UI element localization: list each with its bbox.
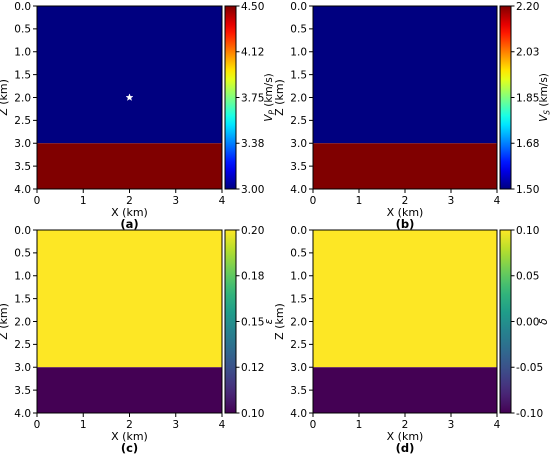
y-tick-label: 3.0 bbox=[14, 362, 31, 374]
colorbar-tick-label: 0.12 bbox=[241, 362, 264, 374]
x-tick-label: 3 bbox=[172, 195, 179, 207]
y-tick-label: 1.5 bbox=[14, 69, 31, 81]
layer-1 bbox=[37, 367, 222, 413]
layer-0 bbox=[313, 230, 497, 367]
y-tick-label: 1.5 bbox=[290, 293, 307, 305]
y-tick-label: 4.0 bbox=[14, 184, 31, 196]
x-tick-label: 1 bbox=[80, 419, 87, 431]
colorbar-tick-label: 2.20 bbox=[516, 1, 539, 13]
colorbar-tick-label: 0.15 bbox=[241, 316, 264, 328]
y-tick-label: 3.5 bbox=[14, 161, 31, 173]
colorbar-label-main: δ bbox=[538, 318, 550, 324]
y-tick-label: 3.5 bbox=[14, 385, 31, 397]
y-tick-label: 4.0 bbox=[290, 184, 307, 196]
colorbar-tick-label: 0.05 bbox=[516, 271, 539, 283]
colorbar-tick-label: 0.10 bbox=[241, 408, 264, 420]
y-tick-label: 3.5 bbox=[290, 385, 307, 397]
colorbar-tick-label: 1.68 bbox=[516, 138, 539, 150]
colorbar-tick-label: 0.20 bbox=[241, 225, 264, 237]
y-tick-label: 3.0 bbox=[14, 138, 31, 150]
x-tick-label: 1 bbox=[356, 195, 363, 207]
x-tick-label: 1 bbox=[80, 195, 87, 207]
colorbar-label-unit: (km/s) bbox=[538, 73, 550, 110]
colorbar-tick-label: 0.10 bbox=[516, 225, 539, 237]
panel-caption: (b) bbox=[396, 217, 415, 231]
y-tick-label: 3.0 bbox=[290, 138, 307, 150]
y-tick-label: 0.0 bbox=[14, 225, 31, 237]
x-tick-label: 3 bbox=[448, 195, 455, 207]
y-tick-label: 0.0 bbox=[290, 1, 307, 13]
panel-caption: (a) bbox=[120, 217, 138, 231]
panel-caption: (d) bbox=[396, 441, 415, 454]
colorbar-tick-label: 2.03 bbox=[516, 47, 539, 59]
y-axis-label: Z (km) bbox=[0, 303, 10, 340]
layer-0 bbox=[37, 230, 222, 367]
x-tick-label: 3 bbox=[448, 419, 455, 431]
y-tick-label: 0.5 bbox=[290, 248, 307, 260]
x-tick-label: 0 bbox=[310, 419, 317, 431]
y-tick-label: 2.5 bbox=[14, 115, 31, 127]
colorbar bbox=[225, 230, 236, 413]
colorbar-label: δ bbox=[538, 318, 550, 324]
colorbar-label: VS (km/s) bbox=[538, 73, 550, 122]
layer-0 bbox=[37, 6, 222, 143]
y-tick-label: 0.0 bbox=[14, 1, 31, 13]
y-tick-label: 1.5 bbox=[14, 293, 31, 305]
colorbar-tick-label: 4.50 bbox=[241, 1, 264, 13]
y-tick-label: 0.0 bbox=[290, 225, 307, 237]
x-tick-label: 0 bbox=[34, 419, 41, 431]
y-tick-label: 2.0 bbox=[290, 92, 307, 104]
x-tick-label: 0 bbox=[34, 195, 41, 207]
y-tick-label: 1.0 bbox=[14, 47, 31, 59]
colorbar bbox=[225, 6, 236, 189]
y-tick-label: 4.0 bbox=[290, 408, 307, 420]
x-tick-label: 4 bbox=[219, 419, 226, 431]
y-tick-label: 1.0 bbox=[14, 271, 31, 283]
x-tick-label: 4 bbox=[219, 195, 226, 207]
y-tick-label: 1.0 bbox=[290, 271, 307, 283]
colorbar-tick-label: 0.00 bbox=[516, 316, 539, 328]
colorbar-tick-label: 1.85 bbox=[516, 92, 539, 104]
y-tick-label: 4.0 bbox=[14, 408, 31, 420]
panel-caption: (c) bbox=[121, 441, 138, 454]
colorbar bbox=[500, 6, 511, 189]
y-tick-label: 2.0 bbox=[14, 316, 31, 328]
x-tick-label: 4 bbox=[494, 419, 501, 431]
y-axis-label: Z (km) bbox=[273, 303, 286, 340]
colorbar-tick-label: 3.00 bbox=[241, 184, 264, 196]
colorbar-tick-label: -0.05 bbox=[516, 362, 543, 374]
colorbar-tick-label: 4.12 bbox=[241, 47, 264, 59]
y-tick-label: 3.0 bbox=[290, 362, 307, 374]
x-tick-label: 1 bbox=[356, 419, 363, 431]
colorbar-tick-label: 3.38 bbox=[241, 138, 264, 150]
y-tick-label: 2.5 bbox=[14, 339, 31, 351]
layer-1 bbox=[37, 143, 222, 189]
y-tick-label: 0.5 bbox=[290, 24, 307, 36]
layer-1 bbox=[313, 143, 497, 189]
y-axis-label: Z (km) bbox=[0, 79, 10, 116]
x-tick-label: 3 bbox=[172, 419, 179, 431]
colorbar-tick-label: 3.75 bbox=[241, 92, 264, 104]
y-tick-label: 1.0 bbox=[290, 47, 307, 59]
y-axis-label: Z (km) bbox=[273, 79, 286, 116]
y-tick-label: 0.5 bbox=[14, 248, 31, 260]
x-tick-label: 4 bbox=[494, 195, 501, 207]
colorbar-tick-label: -0.10 bbox=[516, 408, 543, 420]
x-tick-label: 0 bbox=[310, 195, 317, 207]
y-tick-label: 1.5 bbox=[290, 69, 307, 81]
layer-1 bbox=[313, 367, 497, 413]
y-tick-label: 2.5 bbox=[290, 115, 307, 127]
y-tick-label: 3.5 bbox=[290, 161, 307, 173]
colorbar bbox=[500, 230, 511, 413]
y-tick-label: 0.5 bbox=[14, 24, 31, 36]
colorbar-tick-label: 0.18 bbox=[241, 271, 264, 283]
y-tick-label: 2.0 bbox=[14, 92, 31, 104]
y-tick-label: 2.0 bbox=[290, 316, 307, 328]
colorbar-tick-label: 1.50 bbox=[516, 184, 539, 196]
layer-0 bbox=[313, 6, 497, 143]
y-tick-label: 2.5 bbox=[290, 339, 307, 351]
